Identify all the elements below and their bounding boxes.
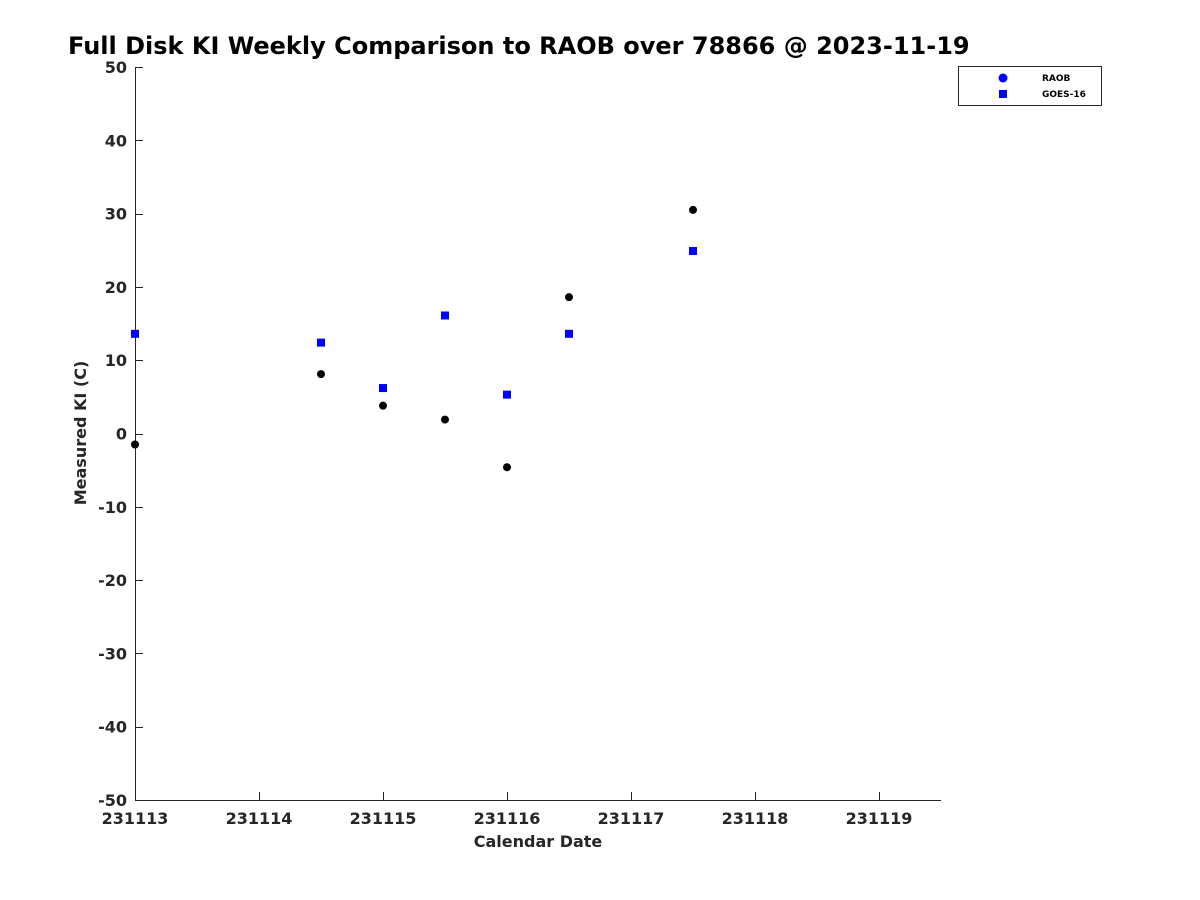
legend-label: RAOB — [1042, 74, 1071, 84]
raob-point — [565, 293, 573, 302]
legend: RAOB GOES-16 — [958, 66, 1102, 106]
y-tick-label: 0 — [116, 425, 127, 444]
y-tick-label: 50 — [105, 58, 127, 77]
y-tick-label: 10 — [105, 351, 127, 370]
goes16-point — [689, 246, 697, 255]
y-tick-label: -50 — [98, 791, 127, 810]
x-tick-label: 231114 — [226, 809, 293, 828]
y-tick-label: -30 — [98, 644, 127, 663]
y-axis-title: Measured KI (C) — [71, 361, 90, 506]
x-tick-label: 231116 — [474, 809, 541, 828]
y-axis-ticks: -50 -40 -30 -20 -10 0 10 20 30 40 50 — [98, 58, 143, 810]
raob-point — [131, 440, 139, 449]
y-tick-label: -20 — [98, 571, 127, 590]
x-tick-label: 231118 — [722, 809, 789, 828]
goes16-point — [441, 311, 449, 320]
y-tick-label: 40 — [105, 131, 127, 150]
y-tick-label: -40 — [98, 718, 127, 737]
x-axis-title: Calendar Date — [474, 832, 603, 851]
y-tick-label: 30 — [105, 205, 127, 224]
plot-area — [135, 67, 941, 801]
legend-raob-marker — [998, 73, 1008, 83]
x-tick-label: 231113 — [102, 809, 169, 828]
y-tick-label: 20 — [105, 278, 127, 297]
x-axis-ticks: 231113 231114 231115 231116 231117 231118 2311… — [102, 792, 913, 828]
x-tick-label: 231117 — [598, 809, 665, 828]
legend-box — [958, 66, 1102, 106]
goes16-point — [131, 329, 139, 338]
goes16-point — [503, 390, 511, 399]
chart-title: Full Disk KI Weekly Comparison to RAOB o… — [68, 32, 970, 60]
raob-point — [503, 463, 511, 472]
raob-point — [379, 401, 387, 410]
raob-point — [441, 415, 449, 424]
raob-point — [689, 205, 697, 214]
legend-goes16-marker — [999, 90, 1007, 98]
x-tick-label: 231119 — [846, 809, 913, 828]
x-tick-label: 231115 — [350, 809, 417, 828]
raob-point — [317, 370, 325, 379]
goes16-point — [379, 384, 387, 393]
goes16-point — [317, 338, 325, 347]
legend-label: GOES-16 — [1042, 90, 1086, 100]
goes16-point — [565, 329, 573, 338]
data-points — [131, 205, 697, 472]
y-tick-label: -10 — [98, 498, 127, 517]
